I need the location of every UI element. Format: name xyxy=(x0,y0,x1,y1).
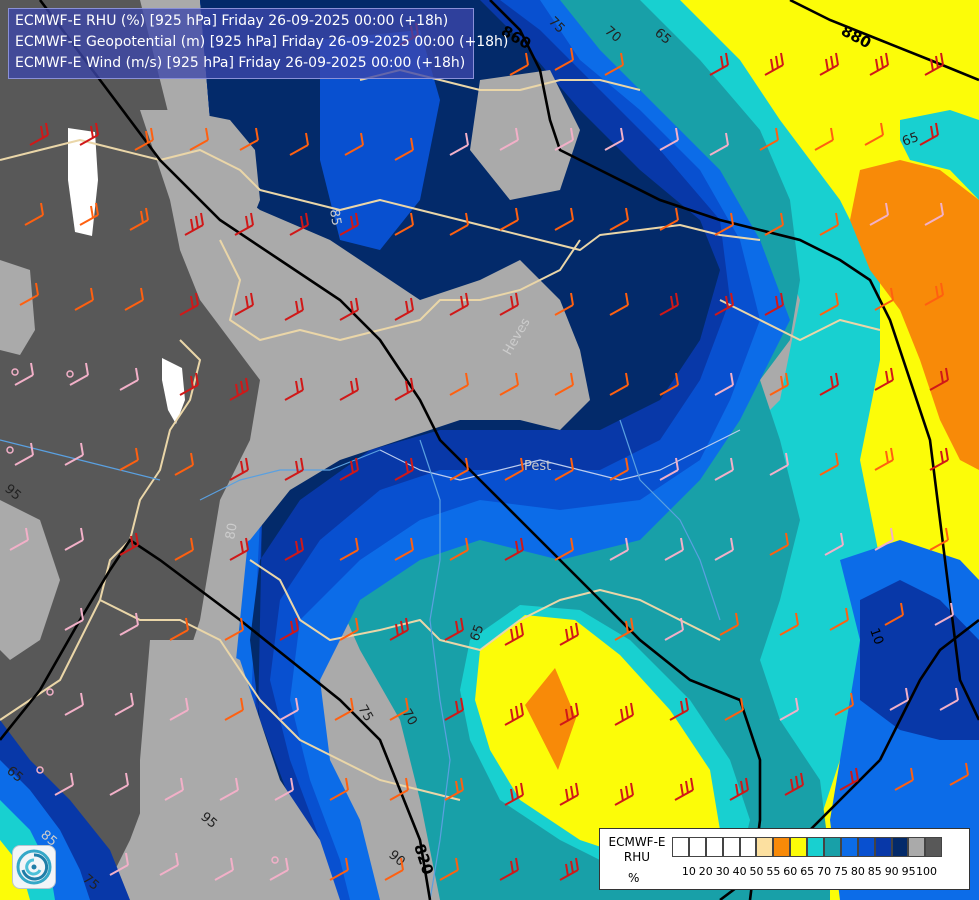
legend-title: ECMWF-E RHU xyxy=(604,835,670,865)
legend-swatch xyxy=(824,837,841,857)
legend-tick-labels: 10 20 30 40 50 55 60 65 70 75 80 85 90 95 100 xyxy=(672,865,968,881)
calm-wind-marker xyxy=(6,446,14,454)
legend-swatch xyxy=(688,837,706,857)
calm-wind-marker xyxy=(271,856,279,864)
map-title-panel: ECMWF-E RHU (%) [925 hPa] Friday 26-09-2… xyxy=(8,8,509,79)
legend-swatch xyxy=(739,837,757,857)
legend-swatch xyxy=(722,837,740,857)
calm-wind-marker xyxy=(11,368,19,376)
legend-tick-label: 50 xyxy=(749,865,764,878)
legend-title-model: ECMWF-E xyxy=(608,835,666,849)
legend-tick-label: 20 xyxy=(698,865,713,878)
legend-tick-label: 30 xyxy=(715,865,730,878)
ecmwf-swirl-icon xyxy=(12,845,56,889)
title-line-geopotential: ECMWF-E Geopotential (m) [925 hPa] Frida… xyxy=(15,34,509,50)
legend-swatch xyxy=(891,837,909,857)
legend-swatch xyxy=(756,837,774,857)
rhu-label: 65 xyxy=(468,623,488,644)
legend-tick-label: 90 xyxy=(884,865,899,878)
title-line-wind: ECMWF-E Wind (m/s) [925 hPa] Friday 26-0… xyxy=(15,55,466,71)
place-label: Pest xyxy=(524,459,551,474)
legend-tick-label: 40 xyxy=(732,865,747,878)
calm-wind-marker xyxy=(46,688,54,696)
legend-unit: % xyxy=(628,871,640,885)
legend-swatch xyxy=(705,837,723,857)
legend-swatch xyxy=(857,837,875,857)
rhu-label: 85 xyxy=(326,208,344,227)
legend-title-variable: RHU xyxy=(623,850,651,864)
legend-tick-label: 10 xyxy=(681,865,696,878)
legend-tick-label: 85 xyxy=(867,865,882,878)
rhu-label: 65 xyxy=(900,130,921,150)
legend-tick-label: 55 xyxy=(766,865,781,878)
geopotential-label: 10 xyxy=(866,626,886,647)
rhu-label: 80 xyxy=(223,522,241,541)
legend-tick-label: 60 xyxy=(783,865,798,878)
legend-tick-label: 100 xyxy=(916,865,937,878)
legend-swatch xyxy=(840,837,858,857)
rhu-legend: ECMWF-E RHU % 10 20 30 40 50 55 60 65 70 75 80 85 90… xyxy=(599,828,970,890)
wind-barbs-layer xyxy=(6,22,969,881)
calm-wind-marker xyxy=(66,370,74,378)
legend-tick-label: 65 xyxy=(800,865,815,878)
legend-tick-label: 80 xyxy=(850,865,865,878)
legend-swatch xyxy=(874,837,892,857)
calm-wind-marker xyxy=(36,766,44,774)
rhu-label: 75 xyxy=(355,703,376,725)
legend-tick-label: 70 xyxy=(817,865,832,878)
borders-layer xyxy=(0,69,881,900)
legend-tick-label: 75 xyxy=(834,865,848,878)
legend-swatch xyxy=(790,837,808,857)
legend-swatch xyxy=(773,837,791,857)
title-line-rhu: ECMWF-E RHU (%) [925 hPa] Friday 26-09-2… xyxy=(15,13,449,29)
legend-swatch xyxy=(807,837,825,857)
legend-tick-label: 95 xyxy=(901,865,916,878)
legend-swatch xyxy=(672,837,689,857)
legend-color-bar xyxy=(672,837,943,857)
legend-swatch xyxy=(925,837,943,857)
legend-swatch xyxy=(908,837,926,857)
